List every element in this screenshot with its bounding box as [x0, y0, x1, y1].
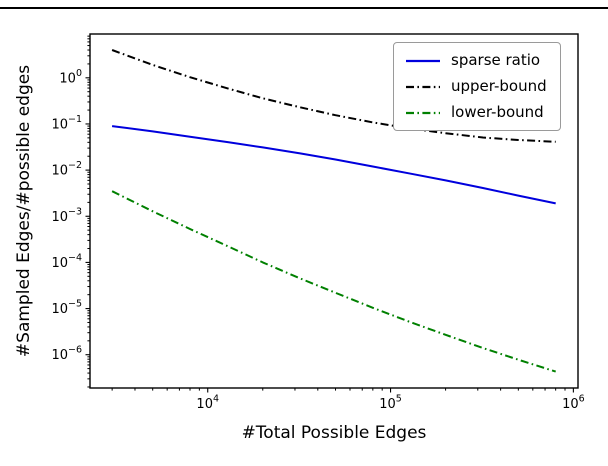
- svg-text:10−1: 10−1: [51, 114, 82, 133]
- legend-label: sparse ratio: [451, 51, 541, 69]
- svg-text:10−3: 10−3: [51, 206, 82, 225]
- legend-item-sparse-ratio: sparse ratio: [404, 50, 547, 71]
- legend-line-upper-bound: [406, 85, 440, 88]
- legend-label: lower-bound: [451, 103, 544, 121]
- svg-text:10−5: 10−5: [51, 299, 82, 318]
- y-axis-label: #Sampled Edges/#possible edges: [14, 64, 34, 358]
- legend: sparse ratio upper-bound lower-bound: [393, 42, 561, 131]
- legend-label: upper-bound: [451, 77, 547, 95]
- legend-line-lower-bound: [406, 111, 440, 114]
- legend-item-upper-bound: upper-bound: [404, 76, 547, 97]
- svg-text:104: 104: [196, 394, 219, 413]
- svg-text:106: 106: [562, 394, 585, 413]
- svg-text:100: 100: [59, 68, 82, 87]
- legend-line-sparse-ratio: [406, 59, 440, 62]
- page-top-rule: [0, 7, 608, 9]
- svg-text:10−2: 10−2: [51, 160, 82, 179]
- svg-text:10−6: 10−6: [51, 345, 82, 364]
- svg-text:10−4: 10−4: [51, 252, 82, 271]
- legend-item-lower-bound: lower-bound: [404, 102, 547, 123]
- svg-text:105: 105: [379, 394, 402, 413]
- x-axis-label: #Total Possible Edges: [241, 423, 427, 443]
